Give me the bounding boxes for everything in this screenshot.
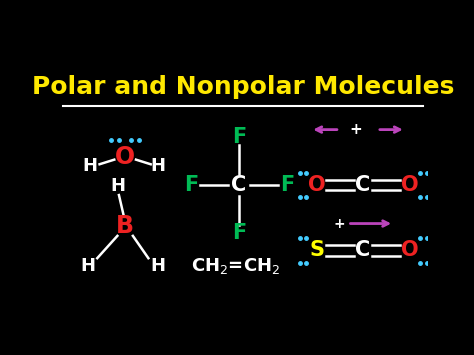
Text: +: + bbox=[349, 122, 362, 137]
Text: O: O bbox=[401, 175, 419, 195]
Text: F: F bbox=[184, 175, 198, 195]
Text: F: F bbox=[280, 175, 294, 195]
Text: F: F bbox=[232, 127, 246, 147]
Text: C: C bbox=[356, 240, 371, 261]
Text: C: C bbox=[231, 175, 246, 195]
Text: H: H bbox=[81, 257, 95, 275]
Text: F: F bbox=[232, 223, 246, 243]
Text: CH$_2$=CH$_2$: CH$_2$=CH$_2$ bbox=[191, 256, 280, 276]
Text: H: H bbox=[110, 177, 125, 195]
Text: B: B bbox=[116, 214, 134, 238]
Text: C: C bbox=[356, 175, 371, 195]
Text: +: + bbox=[334, 217, 346, 230]
Text: H: H bbox=[83, 157, 98, 175]
Text: H: H bbox=[150, 257, 165, 275]
Text: Polar and Nonpolar Molecules: Polar and Nonpolar Molecules bbox=[32, 75, 454, 99]
Text: H: H bbox=[150, 157, 165, 175]
Text: O: O bbox=[401, 240, 419, 261]
Text: O: O bbox=[308, 175, 325, 195]
Text: S: S bbox=[309, 240, 324, 261]
Text: O: O bbox=[115, 144, 135, 169]
